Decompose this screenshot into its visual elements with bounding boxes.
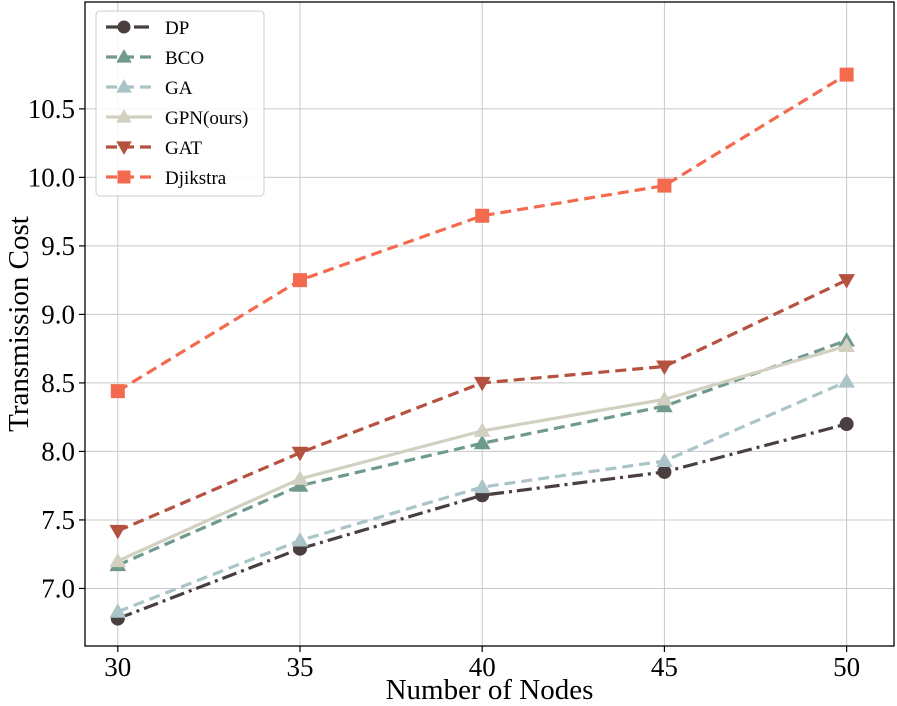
- x-axis-label: Number of Nodes: [386, 674, 594, 706]
- series-layer: [109, 67, 855, 626]
- legend-frame: [95, 10, 265, 197]
- data-point-djikstra: [657, 178, 672, 193]
- y-tick-label: 7.0: [41, 573, 75, 603]
- data-point-dp: [839, 417, 854, 432]
- legend-marker-gat: [116, 141, 132, 155]
- y-tick-label: 10.0: [28, 162, 75, 192]
- legend-marker-bco: [116, 49, 132, 63]
- series-line-ga: [117, 380, 848, 614]
- data-point-ga: [291, 532, 309, 547]
- series-line-djikstra: [116, 73, 848, 393]
- data-point-ga: [109, 603, 127, 618]
- x-tick-label: 40: [469, 652, 496, 682]
- data-point-bco: [473, 434, 491, 450]
- x-tick-label: 50: [833, 652, 860, 682]
- legend-marker-dp: [117, 20, 131, 34]
- legend-item-gat: GAT: [106, 138, 202, 159]
- y-tick-label: 8.0: [41, 436, 75, 466]
- legend: DP BCO GA GPN(ours) GAT Djikstra: [95, 10, 265, 197]
- data-point-gat: [656, 360, 673, 375]
- legend-label-dp: DP: [165, 18, 189, 39]
- x-tick-label: 35: [287, 652, 314, 682]
- data-point-djikstra: [475, 208, 490, 223]
- legend-marker-gpn-ours: [116, 109, 132, 123]
- legend-label-gpn-ours: GPN(ours): [165, 108, 248, 129]
- data-point-djikstra: [110, 384, 125, 399]
- series-ga: [109, 373, 855, 618]
- legend-label-gat: GAT: [165, 138, 202, 159]
- data-point-dp: [657, 464, 672, 479]
- legend-item-bco: BCO: [106, 48, 204, 69]
- data-point-ga: [473, 478, 491, 494]
- data-point-gat: [473, 376, 491, 392]
- data-point-gat: [838, 274, 855, 289]
- y-tick-label: 9.0: [41, 299, 75, 329]
- legend-label-ga: GA: [165, 78, 193, 99]
- y-tick-label: 7.5: [41, 505, 75, 535]
- y-axis-label: Transmission Cost: [3, 216, 35, 432]
- legend-label-bco: BCO: [165, 48, 204, 69]
- legend-item-dp: DP: [106, 18, 189, 39]
- data-point-gpn-ours: [838, 337, 855, 352]
- data-point-djikstra: [839, 67, 854, 82]
- x-tick-label: 45: [651, 652, 678, 682]
- data-point-gpn-ours: [291, 470, 309, 485]
- legend-marker-ga: [116, 79, 132, 93]
- series-gpn-ours: [109, 337, 855, 568]
- plot-frame: [84, 1, 895, 647]
- y-tick-label: 9.5: [41, 231, 75, 261]
- y-tick-label: 8.5: [41, 368, 75, 398]
- legend-item-gpn-ours: GPN(ours): [106, 108, 248, 129]
- data-point-gat: [109, 524, 127, 540]
- series-gat: [109, 274, 855, 540]
- series-line-bco: [117, 338, 848, 567]
- series-djikstra: [110, 67, 854, 399]
- ticks: 30 35 40 45 50 7.0 7.5 8.0 8.5 9.0 9.5 10.0 10.5: [28, 94, 860, 682]
- data-point-gat: [291, 446, 309, 462]
- data-point-gpn-ours: [109, 552, 127, 568]
- legend-item-djikstra: Djikstra: [106, 168, 227, 189]
- data-point-ga: [838, 373, 855, 388]
- data-point-gpn-ours: [473, 422, 491, 437]
- legend-marker-djikstra: [117, 170, 131, 184]
- x-tick-label: 30: [104, 652, 131, 682]
- data-point-ga: [656, 452, 673, 468]
- legend-item-ga: GA: [106, 78, 193, 99]
- legend-label-djikstra: Djikstra: [165, 168, 227, 189]
- data-point-djikstra: [293, 273, 308, 288]
- data-point-gpn-ours: [656, 390, 673, 406]
- y-tick-label: 10.5: [28, 94, 75, 124]
